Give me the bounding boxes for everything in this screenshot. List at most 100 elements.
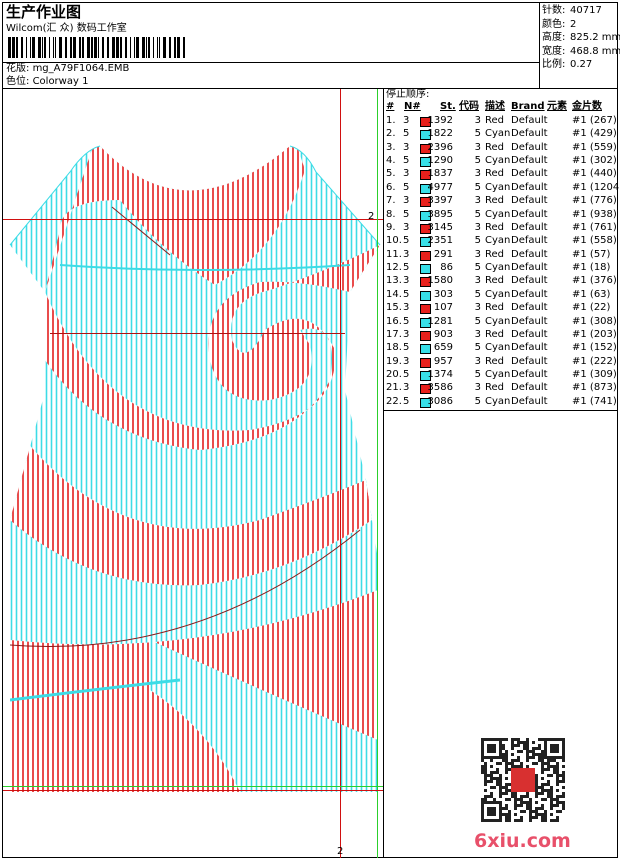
qr-module (562, 777, 565, 780)
brand: Default (511, 355, 548, 367)
qr-module (529, 816, 532, 819)
description: Red (485, 328, 504, 340)
qr-module (523, 741, 526, 744)
code: 5 (474, 208, 481, 220)
element: #1 (152) (572, 342, 617, 354)
qr-module (514, 759, 517, 762)
color-swatch (420, 130, 431, 141)
value: Colorway 1 (32, 76, 89, 87)
needle: 5 (403, 262, 410, 274)
stitches: 3586 (427, 382, 453, 394)
barcode-bar (134, 37, 135, 58)
qr-module (562, 786, 565, 789)
description: Red (485, 355, 504, 367)
qr-module (529, 813, 532, 816)
stitches: 1837 (427, 168, 453, 180)
qr-module (499, 786, 502, 789)
code: 3 (474, 382, 481, 394)
barcode-bar (169, 37, 171, 58)
qr-module (556, 765, 559, 768)
qr-module (559, 795, 562, 798)
qr-module (535, 801, 538, 804)
qr-module (514, 795, 517, 798)
qr-module (547, 780, 550, 783)
qr-module (526, 753, 529, 756)
qr-module (490, 795, 493, 798)
barcode-bar (32, 37, 35, 58)
qr-module (553, 798, 556, 801)
barcode-bar (59, 37, 62, 58)
qr-module (550, 798, 553, 801)
qr-module (535, 813, 538, 816)
title: 生产作业图 (6, 3, 82, 21)
qr-module (523, 747, 526, 750)
barcode-bar (94, 37, 97, 58)
barcode-bar (116, 37, 119, 58)
qr-module (505, 807, 508, 810)
qr-module (487, 774, 490, 777)
info-value: 2 (570, 18, 577, 30)
qr-module (502, 738, 505, 741)
code: 5 (474, 315, 481, 327)
description: Cyan (485, 262, 511, 274)
stitches: 1290 (427, 155, 453, 167)
qr-module (538, 744, 541, 747)
table-title: 停止顺序: (386, 89, 430, 100)
qr-module (490, 792, 493, 795)
qr-module (493, 786, 496, 789)
qr-module (484, 798, 487, 801)
qr-module (505, 786, 508, 789)
qr-code (481, 738, 565, 822)
qr-module (490, 765, 493, 768)
brand: Default (511, 248, 548, 260)
color-swatch (420, 397, 431, 408)
qr-module (520, 741, 523, 744)
element: #1 (18) (572, 262, 611, 274)
qr-module (550, 819, 553, 822)
needle: 3 (403, 141, 410, 153)
qr-module (505, 783, 508, 786)
qr-module (550, 786, 553, 789)
qr-module (538, 753, 541, 756)
color-swatch (420, 143, 431, 154)
barcode-bar (38, 37, 41, 58)
code: 3 (474, 195, 481, 207)
qr-module (496, 768, 499, 771)
qr-module (484, 765, 487, 768)
color-swatch (420, 183, 431, 194)
qr-module (553, 765, 556, 768)
qr-module (541, 765, 544, 768)
row-number: 17. (386, 328, 402, 340)
qr-module (535, 774, 538, 777)
code: 5 (474, 395, 481, 407)
qr-module (535, 810, 538, 813)
qr-module (538, 759, 541, 762)
qr-module (553, 804, 556, 807)
qr-module (541, 777, 544, 780)
row-number: 14. (386, 288, 402, 300)
barcode-bar (26, 37, 27, 58)
guides (3, 89, 383, 858)
qr-module (520, 816, 523, 819)
qr-module (541, 762, 544, 765)
needle: 5 (403, 181, 410, 193)
qr-module (490, 774, 493, 777)
qr-module (550, 759, 553, 762)
color-swatch (420, 117, 431, 127)
qr-module (556, 816, 559, 819)
qr-module (514, 738, 517, 741)
stitches: 4977 (427, 181, 453, 193)
qr-module (535, 762, 538, 765)
row-number: 11. (386, 248, 402, 260)
qr-module (511, 762, 514, 765)
qr-module (484, 762, 487, 765)
code: 5 (474, 181, 481, 193)
qr-module (538, 786, 541, 789)
qr-module (550, 813, 553, 816)
column-header: 代码 (459, 101, 479, 112)
qr-module (529, 750, 532, 753)
row-number: 22. (386, 395, 402, 407)
qr-module (547, 762, 550, 765)
element: #1 (302) (572, 155, 617, 167)
